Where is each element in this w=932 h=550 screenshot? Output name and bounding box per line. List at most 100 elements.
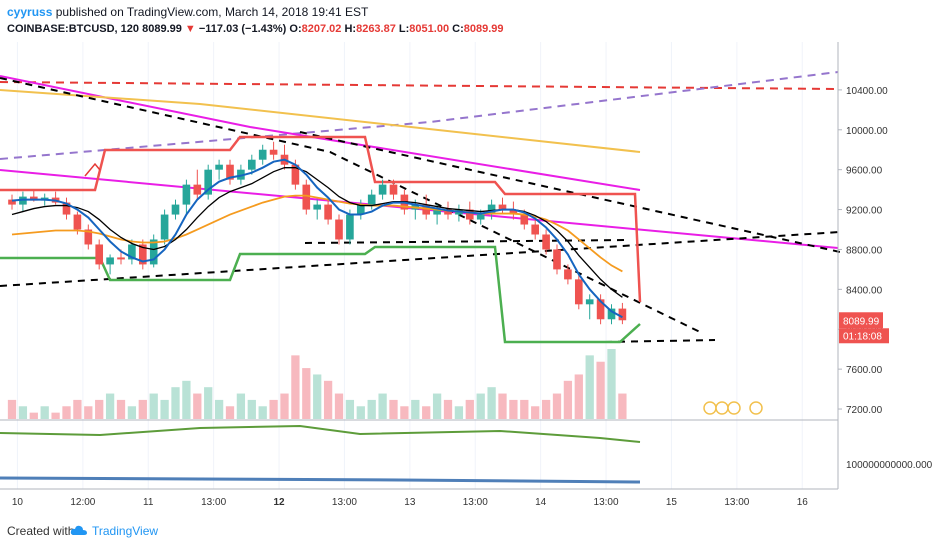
candle-body	[487, 204, 496, 215]
volume-bar	[193, 393, 202, 419]
candle-body	[128, 244, 136, 260]
chart-axes: 7200.007600.008000.008400.008800.009200.…	[0, 42, 932, 508]
candle-body	[476, 214, 485, 220]
volume-bar	[585, 355, 594, 419]
volume-bar	[18, 406, 28, 419]
price-tick-label: 10400.00	[846, 86, 888, 97]
candle-body	[596, 299, 605, 320]
candle-body	[542, 234, 550, 250]
footer: Created with TradingView	[0, 514, 932, 550]
candle-body	[444, 209, 452, 215]
volume-bar	[247, 399, 256, 419]
volume-bar	[356, 406, 365, 419]
candle-body	[553, 249, 561, 270]
volume-bar	[51, 412, 60, 419]
event-flag-icon	[727, 401, 741, 415]
candle-body	[422, 204, 431, 215]
volume-bar	[367, 399, 376, 419]
countdown-box	[839, 328, 889, 344]
candle-body	[346, 214, 354, 240]
tradingview-logo[interactable]: TradingView	[70, 524, 158, 538]
black-dashed-bottom	[604, 339, 716, 343]
candle-body	[182, 184, 191, 205]
volume-bar	[520, 399, 529, 419]
high-value: 8263.87	[356, 23, 396, 35]
candle-body	[73, 214, 82, 230]
drawing-layer	[0, 42, 841, 489]
candle-body	[247, 159, 256, 170]
oscillator-green-line	[0, 424, 641, 443]
oscillator-pane	[0, 419, 838, 484]
purple-dashed-channel	[0, 71, 839, 160]
close-label: C:	[452, 23, 464, 35]
published-text: published on TradingView.com, March 14, …	[55, 5, 369, 19]
price-tick-label: 8400.00	[846, 285, 883, 296]
volume-bar	[313, 374, 322, 419]
volume-bar	[596, 361, 605, 419]
open-value: 8207.02	[301, 23, 342, 35]
price-tick-label: 10000.00	[846, 126, 888, 137]
candle-body	[509, 209, 518, 215]
volume-bar	[443, 399, 453, 419]
volume-bar	[302, 368, 311, 419]
event-flag-icon	[703, 401, 717, 415]
candle-body	[367, 194, 376, 205]
volume-bar	[432, 393, 442, 419]
cloud-red-upper	[0, 135, 642, 303]
price-tick-label: 8800.00	[846, 245, 883, 256]
volume-bar	[498, 393, 507, 419]
event-flag-icon	[715, 401, 729, 415]
volume-bar	[204, 387, 213, 419]
time-tick-label: 14	[535, 497, 547, 508]
candle-body	[607, 308, 616, 320]
last-price: 8089.99	[142, 23, 182, 35]
volume-bar	[182, 380, 191, 419]
volume-bar	[236, 393, 246, 419]
candle-body	[204, 169, 213, 195]
candle-body	[117, 257, 125, 260]
candle-body	[324, 204, 332, 220]
price-chart[interactable]: 7200.007600.008000.008400.008800.009200.…	[0, 42, 932, 514]
volume-bar	[73, 399, 82, 419]
volume-bar	[454, 406, 464, 419]
candle-body	[433, 209, 441, 215]
volume-bar	[541, 399, 551, 419]
publish-line: cyyruss published on TradingView.com, Ma…	[7, 5, 368, 19]
close-value: 8089.99	[463, 23, 504, 35]
author-link[interactable]: cyyruss	[7, 5, 53, 19]
down-arrow-icon: ▼	[184, 23, 196, 35]
black-dashed-up	[0, 231, 841, 287]
volume-bar	[225, 406, 235, 419]
candle-body	[313, 204, 322, 210]
chart-header: cyyruss published on TradingView.com, Ma…	[0, 0, 932, 42]
volume-bar	[29, 412, 38, 419]
volume-bar	[552, 393, 562, 419]
magenta-line-upper	[0, 75, 641, 191]
oscillator-blue-line	[0, 476, 641, 484]
candle-body	[95, 244, 104, 265]
time-tick-label: 13:00	[463, 497, 488, 508]
created-with-text: Created with	[7, 524, 75, 538]
volume-bar	[258, 406, 267, 419]
candle-body	[531, 224, 540, 235]
candle-body	[498, 204, 507, 210]
candle-body	[226, 164, 234, 180]
open-label: O:	[289, 23, 302, 35]
price-tick-label: 7200.00	[846, 405, 883, 416]
volume-bar	[389, 399, 398, 419]
orange-moving-average	[11, 194, 623, 273]
volume-bar	[40, 406, 49, 419]
candle-body	[465, 209, 474, 220]
time-tick-label: 12	[273, 497, 285, 508]
cloud-green-lower	[0, 245, 641, 344]
last-price-label: 8089.99	[843, 316, 880, 327]
volume-bar	[105, 393, 115, 419]
candle-body	[160, 214, 169, 240]
candle-body	[215, 164, 223, 170]
symbol-ohlc-line: COINBASE:BTCUSD, 120 8089.99 ▼ −117.03 (…	[7, 23, 504, 35]
volume-bar	[95, 399, 104, 419]
volume-bar	[400, 406, 409, 419]
symbol-name[interactable]: COINBASE:BTCUSD, 120	[7, 23, 140, 35]
candle-body	[171, 204, 180, 215]
price-tick-label: 9600.00	[846, 166, 883, 177]
